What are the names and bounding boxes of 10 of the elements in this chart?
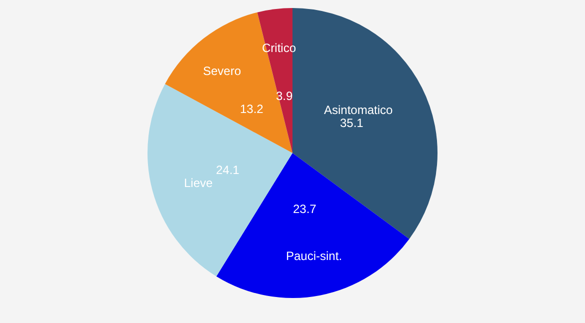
slice-label: Severo [203,64,242,78]
pie-slice [216,153,410,298]
slice-label: Asintomatico [324,103,394,117]
data-label: 23.7 [293,202,317,216]
slice-label: Lieve [184,176,214,190]
data-label: 13.2 [240,102,264,116]
data-label: 35.1 [340,116,364,130]
slice-label: Pauci-sint. [286,249,342,263]
data-label: 24.1 [216,163,240,177]
data-label: 3.9 [276,89,294,103]
